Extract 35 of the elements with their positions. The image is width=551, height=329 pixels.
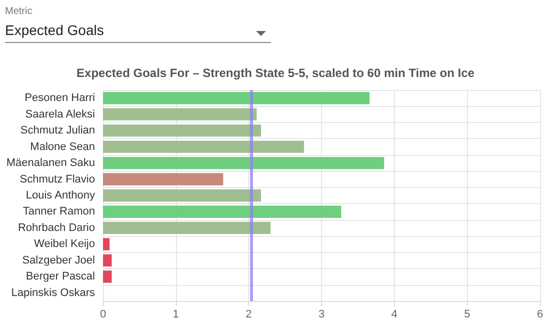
bar bbox=[103, 206, 342, 218]
y-tick-label: Pesonen Harri bbox=[24, 92, 95, 104]
bar bbox=[103, 189, 262, 202]
text: Expected Goals bbox=[5, 22, 105, 38]
bar bbox=[103, 124, 262, 137]
y-tick-label: Saarela Aleksi bbox=[25, 108, 95, 120]
y-tick-label: Berger Pascal bbox=[26, 270, 95, 283]
text: Metric bbox=[5, 6, 34, 17]
y-tick-label: Weibel Keijo bbox=[34, 238, 95, 250]
x-tick-label: 2 bbox=[246, 308, 252, 320]
bar bbox=[103, 270, 112, 283]
bar bbox=[103, 140, 304, 153]
y-tick-label: Tanner Ramon bbox=[22, 206, 95, 218]
y-tick-label: Louis Anthony bbox=[26, 190, 96, 202]
y-tick-label: Lapinskis Oskars bbox=[11, 286, 96, 299]
y-tick-label: Schmutz Flavio bbox=[20, 173, 95, 186]
x-tick-label: 3 bbox=[318, 308, 325, 320]
x-tick-label: 5 bbox=[464, 308, 470, 320]
x-tick-label: 1 bbox=[172, 308, 179, 320]
chart-title: Expected Goals For – Strength State 5-5, scaled to 60 min Time on Ice bbox=[76, 66, 475, 80]
bar bbox=[103, 108, 257, 120]
y-tick-label: Mäenalanen Saku bbox=[6, 157, 95, 170]
bar bbox=[103, 92, 370, 104]
x-tick-label: 6 bbox=[536, 308, 544, 320]
bar bbox=[103, 238, 110, 250]
x-tick-label: 4 bbox=[391, 308, 398, 320]
bar bbox=[103, 156, 384, 170]
y-tick-label: Malone Sean bbox=[30, 140, 95, 153]
bar bbox=[103, 254, 112, 267]
bar bbox=[103, 222, 271, 234]
y-tick-label: Schmutz Julian bbox=[20, 124, 95, 137]
y-tick-label: Rohrbach Dario bbox=[18, 222, 95, 234]
bar bbox=[103, 173, 224, 186]
x-tick-label: 0 bbox=[100, 308, 106, 320]
y-tick-label: Salzgeber Joel bbox=[22, 254, 95, 266]
